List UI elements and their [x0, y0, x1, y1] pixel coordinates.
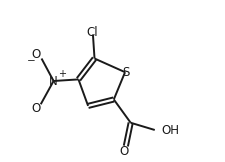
Text: N: N — [49, 75, 58, 87]
Text: OH: OH — [160, 124, 178, 137]
Text: O: O — [31, 102, 40, 115]
Text: Cl: Cl — [86, 26, 97, 39]
Text: −: − — [27, 56, 35, 66]
Text: +: + — [57, 69, 65, 79]
Text: S: S — [122, 66, 129, 79]
Text: O: O — [31, 48, 40, 61]
Text: O: O — [119, 145, 128, 158]
